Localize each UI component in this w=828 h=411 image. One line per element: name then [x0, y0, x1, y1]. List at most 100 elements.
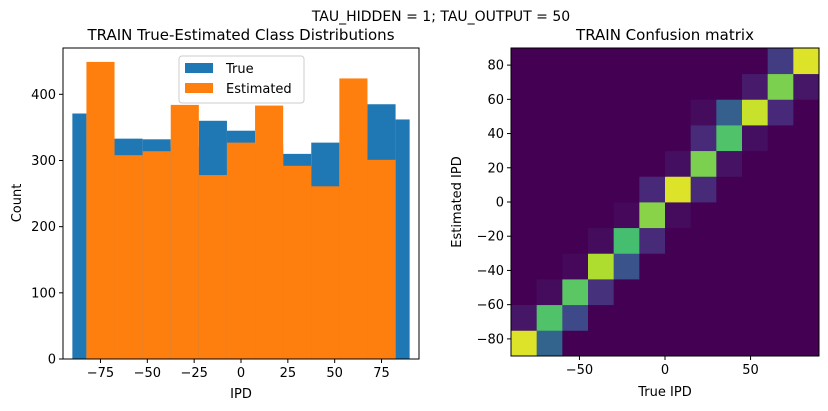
confusion-cell	[511, 99, 538, 126]
confusion-cell	[690, 330, 717, 357]
x-tick-label: −50	[566, 363, 593, 378]
confusion-cell	[639, 150, 666, 177]
confusion-cell	[511, 125, 538, 152]
confusion-matrix-chart: TRAIN Confusion matrix −50 0 50 −80−60−40−…	[450, 26, 820, 400]
confusion-cell	[536, 253, 563, 280]
confusion-cell	[562, 253, 589, 280]
estimated-bar	[255, 105, 284, 359]
confusion-cell	[639, 279, 666, 306]
x-tick-label: 0	[237, 366, 245, 381]
confusion-cell	[690, 176, 717, 203]
y-tick-label: 300	[31, 154, 56, 169]
confusion-cell	[562, 48, 589, 75]
confusion-cell	[511, 279, 538, 306]
x-tick-label: −75	[87, 366, 114, 381]
y-tick-label: 80	[487, 59, 504, 74]
confusion-cell	[562, 150, 589, 177]
confusion-cell	[639, 73, 666, 100]
confusion-cell	[536, 99, 563, 126]
confusion-cell	[665, 125, 692, 152]
confusion-cell	[665, 253, 692, 280]
histogram-title: TRAIN True-Estimated Class Distributions	[86, 26, 394, 44]
confusion-cell	[639, 48, 666, 75]
x-tick-label: 50	[326, 366, 343, 381]
confusion-cell	[716, 279, 743, 306]
confusion-cell	[639, 125, 666, 152]
legend-label-estimated: Estimated	[226, 82, 292, 97]
true-bar	[395, 119, 410, 359]
confusion-cell	[562, 330, 589, 357]
confusion-cell	[536, 176, 563, 203]
confusion-matrix-x-ticks: −50 0 50	[566, 356, 759, 378]
confusion-cell	[511, 227, 538, 254]
confusion-cell	[588, 150, 615, 177]
confusion-cell	[767, 99, 794, 126]
confusion-cell	[536, 227, 563, 254]
confusion-cell	[793, 176, 820, 203]
confusion-cell	[793, 279, 820, 306]
confusion-cell	[716, 304, 743, 331]
confusion-cell	[716, 227, 743, 254]
confusion-cell	[639, 176, 666, 203]
confusion-cell	[665, 330, 692, 357]
histogram-legend: True Estimated	[178, 55, 305, 104]
y-tick-label: 0	[48, 353, 56, 368]
confusion-cell	[639, 202, 666, 229]
histogram-y-label: Count	[10, 184, 25, 223]
confusion-cell	[613, 227, 640, 254]
y-tick-label: 20	[487, 161, 504, 176]
y-tick-label: 60	[487, 93, 504, 108]
confusion-cell	[562, 304, 589, 331]
confusion-cell	[742, 202, 769, 229]
confusion-cell	[793, 125, 820, 152]
y-tick-label: −60	[477, 298, 504, 313]
confusion-cell	[511, 330, 538, 357]
y-tick-label: −40	[477, 264, 504, 279]
confusion-cell	[690, 48, 717, 75]
confusion-cell	[767, 279, 794, 306]
confusion-cell	[690, 304, 717, 331]
confusion-cell	[767, 202, 794, 229]
confusion-cell	[767, 304, 794, 331]
histogram-x-label: IPD	[230, 387, 252, 402]
y-tick-label: −80	[477, 332, 504, 347]
confusion-cell	[665, 48, 692, 75]
confusion-cell	[716, 176, 743, 203]
y-tick-label: 0	[496, 196, 504, 211]
y-tick-label: 200	[31, 220, 56, 235]
confusion-cell	[562, 202, 589, 229]
confusion-cell	[613, 48, 640, 75]
confusion-cell	[793, 304, 820, 331]
figure-suptitle: TAU_HIDDEN = 1; TAU_OUTPUT = 50	[311, 9, 570, 25]
x-tick-label: −50	[134, 366, 161, 381]
confusion-cell	[511, 253, 538, 280]
y-tick-label: 100	[31, 286, 56, 301]
histogram-y-ticks: 0 100 200 300 400	[31, 88, 63, 368]
confusion-cell	[767, 253, 794, 280]
y-tick-label: 40	[487, 127, 504, 142]
confusion-cell	[767, 73, 794, 100]
confusion-cell	[665, 176, 692, 203]
confusion-cell	[716, 99, 743, 126]
confusion-cell	[793, 48, 820, 75]
x-tick-label: 75	[373, 366, 390, 381]
confusion-cell	[639, 253, 666, 280]
confusion-cell	[742, 73, 769, 100]
confusion-cell	[793, 73, 820, 100]
estimated-bar	[367, 159, 396, 359]
confusion-cell	[767, 330, 794, 357]
confusion-cell	[690, 125, 717, 152]
confusion-cell	[793, 150, 820, 177]
x-tick-label: 25	[280, 366, 297, 381]
confusion-cell	[716, 125, 743, 152]
confusion-cell	[613, 99, 640, 126]
confusion-cell	[716, 73, 743, 100]
confusion-cell	[588, 227, 615, 254]
confusion-cell	[562, 176, 589, 203]
confusion-cell	[742, 304, 769, 331]
confusion-cell	[613, 330, 640, 357]
x-tick-label: 0	[661, 363, 669, 378]
confusion-cell	[639, 304, 666, 331]
confusion-cell	[793, 99, 820, 126]
